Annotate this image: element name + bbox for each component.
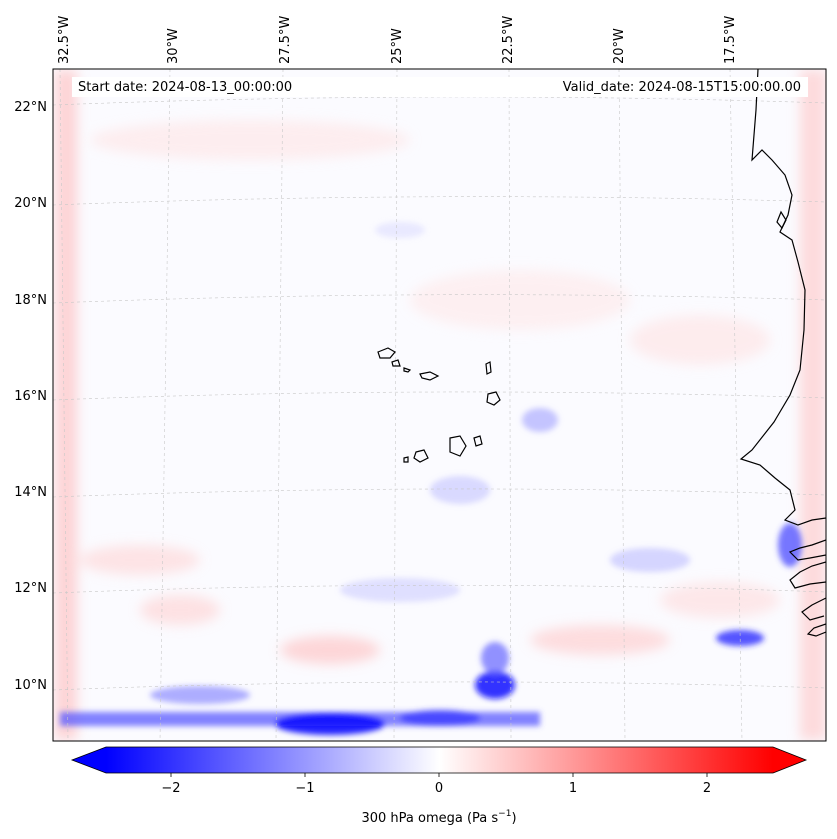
start-date-label: Start date: 2024-08-13_00:00:00: [78, 80, 292, 95]
coastlines: [739, 69, 826, 637]
colorbar-low-extend: [72, 747, 106, 773]
colorbar-tick-label: 0: [435, 781, 443, 796]
map-frame: [52, 68, 827, 742]
longitude-labels: 32.5°W 30°W 27.5°W 25°W 22.5°W 20°W 17.5…: [57, 16, 738, 64]
map-background: [53, 69, 826, 741]
colorbar-tick-label: −2: [161, 781, 180, 796]
colorbar-gradient: [106, 747, 773, 773]
lat-label: 22°N: [14, 100, 47, 115]
colorbar-outline: [70, 746, 808, 774]
latitude-labels: 22°N 20°N 18°N 16°N 14°N 12°N 10°N: [14, 100, 47, 693]
lon-label: 20°W: [612, 28, 627, 64]
map-panel: Start date: 2024-08-13_00:00:00 Valid_da…: [53, 69, 826, 741]
lon-label: 32.5°W: [57, 16, 72, 64]
colorbar-label: 300 hPa omega (Pa s−1): [361, 809, 516, 826]
colorbar: −2 −1 0 1 2 300 hPa omega (Pa s−1): [70, 746, 808, 826]
graticule: [53, 69, 826, 741]
colorbar-tick-marks: [170, 773, 708, 777]
lat-label: 14°N: [14, 485, 47, 500]
lat-label: 20°N: [14, 196, 47, 211]
lon-label: 17.5°W: [723, 16, 738, 64]
colorbar-label-close: ): [511, 811, 516, 826]
valid-date-label: Valid_date: 2024-08-15T15:00:00.00: [563, 80, 801, 95]
lon-label: 30°W: [166, 28, 181, 64]
lon-label: 25°W: [390, 28, 405, 64]
lat-label: 16°N: [14, 389, 47, 404]
colorbar-tick-label: 2: [703, 781, 711, 796]
colorbar-high-extend: [773, 747, 806, 773]
colorbar-label-text: 300 hPa omega (Pa s: [361, 811, 498, 826]
lat-label: 12°N: [14, 581, 47, 596]
date-label-box: [72, 77, 808, 97]
lon-label: 27.5°W: [278, 16, 293, 64]
colorbar-tick-label: 1: [569, 781, 577, 796]
omega-field: [55, 70, 826, 740]
lat-label: 10°N: [14, 678, 47, 693]
colorbar-tick-label: −1: [295, 781, 314, 796]
cape-verde-islands: [377, 347, 501, 463]
colorbar-label-exponent: −1: [498, 809, 511, 819]
lon-label: 22.5°W: [501, 16, 516, 64]
africa-coastline: [739, 69, 826, 526]
lat-label: 18°N: [14, 293, 47, 308]
